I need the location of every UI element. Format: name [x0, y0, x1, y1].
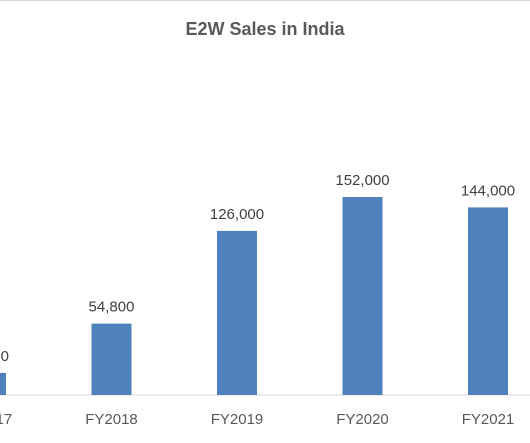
data-label-fy2017: 17,000 — [0, 348, 9, 365]
x-tick-label-fy2019: FY2019 — [211, 411, 264, 428]
bar-fy2018 — [91, 323, 132, 395]
bar-fy2019 — [217, 230, 257, 395]
data-label-fy2019: 126,000 — [210, 206, 264, 223]
bar-fy2017 — [0, 372, 6, 395]
bar-fy2021 — [468, 207, 508, 395]
data-label-fy2020: 152,000 — [335, 172, 389, 189]
bar-fy2020 — [342, 197, 383, 395]
x-tick-label-fy2021: FY2021 — [462, 411, 515, 428]
data-label-fy2021: 144,000 — [461, 182, 515, 199]
x-tick-label-fy2020: FY2020 — [336, 411, 389, 428]
x-tick-label-fy2018: FY2018 — [85, 411, 138, 428]
data-label-fy2018: 54,800 — [89, 299, 135, 316]
chart-title: E2W Sales in India — [185, 19, 345, 39]
x-tick-label-fy2017: FY2017 — [0, 411, 12, 428]
